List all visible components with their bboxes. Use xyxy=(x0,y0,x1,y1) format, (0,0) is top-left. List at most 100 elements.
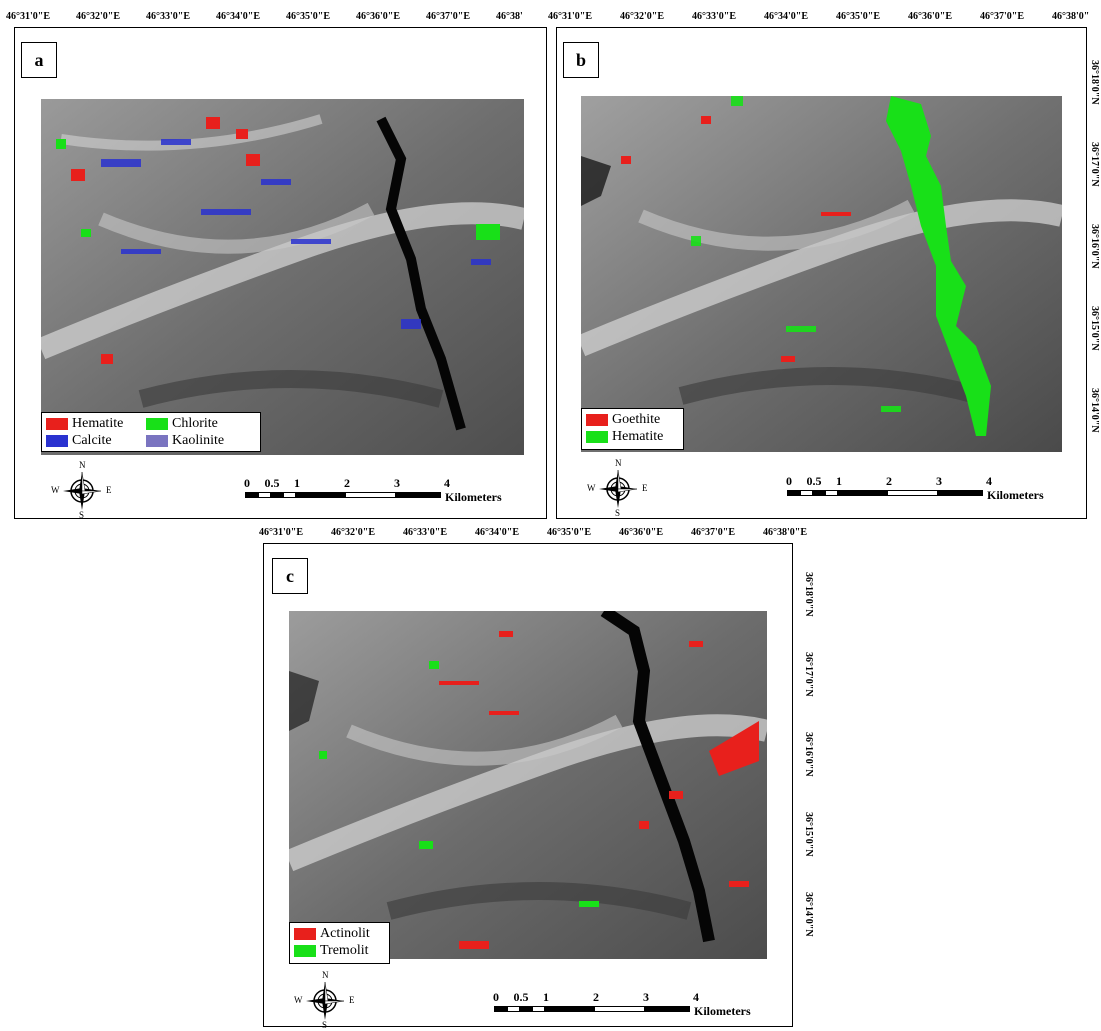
scale-bar-graphic xyxy=(787,490,983,496)
latitude-label: 36°16'0"N xyxy=(1089,224,1100,269)
legend-label: Kaolinite xyxy=(172,433,225,448)
legend-label: Tremolit xyxy=(320,943,369,958)
compass-north-label: N xyxy=(322,970,329,980)
latitude-label: 36°17'0"N xyxy=(803,652,814,697)
longitude-label: 46°34'0"E xyxy=(764,11,808,22)
longitude-label: 46°38'0" xyxy=(1052,11,1090,22)
legend-item: Calcite xyxy=(46,432,146,449)
scale-tick-label: 3 xyxy=(643,990,649,1004)
compass-east-label: E xyxy=(106,485,112,495)
scale-tick-label: 1 xyxy=(294,476,300,490)
longitude-label: 46°33'0"E xyxy=(403,527,447,538)
longitude-label: 46°33'0"E xyxy=(692,11,736,22)
scale-unit-label: Kilometers xyxy=(694,1004,751,1018)
compass-south-label: S xyxy=(322,1020,328,1030)
satellite-image xyxy=(41,99,524,455)
longitude-label: 46°37'0"E xyxy=(980,11,1024,22)
scale-tick-label: 1 xyxy=(543,990,549,1004)
panel-label: c xyxy=(272,558,308,594)
legend-label: Goethite xyxy=(612,412,661,427)
longitude-label: 46°32'0"E xyxy=(620,11,664,22)
latitude-label: 36°14'0"N xyxy=(803,892,814,937)
longitude-label: 46°34'0"E xyxy=(475,527,519,538)
longitude-label: 46°32'0"E xyxy=(76,11,120,22)
satellite-image xyxy=(581,96,1062,452)
legend-item: Goethite xyxy=(586,411,679,428)
legend: Actinolit Tremolit xyxy=(289,922,390,964)
legend-label: Calcite xyxy=(72,433,112,448)
scale-tick-label: 0.5 xyxy=(264,476,280,490)
scale-unit-label: Kilometers xyxy=(445,490,502,504)
scale-segment xyxy=(888,491,937,495)
map-panel-b: b Goethite xyxy=(556,27,1087,519)
legend: Hematite Chlorite Calcite Kaolinite xyxy=(41,412,261,452)
scale-bar: 0 0.5 1 2 3 4 Kilometers xyxy=(493,990,774,1018)
latitude-label: 36°18'0"N xyxy=(803,572,814,617)
scale-tick-label: 0.5 xyxy=(806,474,822,488)
panel-label: b xyxy=(563,42,599,78)
legend-swatch xyxy=(146,417,168,430)
latitude-label: 36°15'0"N xyxy=(1089,306,1100,351)
legend-swatch xyxy=(294,944,316,957)
north-arrow-icon: N S W E xyxy=(587,458,648,518)
scale-bar: 0 0.5 1 2 3 4 Kilometers xyxy=(244,476,525,504)
latitude-label: 36°16'0"N xyxy=(803,732,814,777)
north-arrow-icon: N S W E xyxy=(294,970,355,1030)
legend-label: Hematite xyxy=(72,416,124,431)
scale-tick-label: 2 xyxy=(886,474,892,488)
longitude-label: 46°33'0"E xyxy=(146,11,190,22)
scale-unit-label: Kilometers xyxy=(987,488,1044,502)
compass-rose-icon xyxy=(63,471,102,510)
longitude-label: 46°38'0"E xyxy=(763,527,807,538)
compass-north-label: N xyxy=(615,458,622,468)
scale-segment xyxy=(801,491,812,495)
scale-bar-graphic xyxy=(494,1006,690,1012)
compass-west-label: W xyxy=(294,995,303,1005)
scale-segment xyxy=(284,493,295,497)
latitude-label: 36°15'0"N xyxy=(803,812,814,857)
scale-tick-label: 0.5 xyxy=(513,990,529,1004)
scale-bar: 0 0.5 1 2 3 4 Kilometers xyxy=(786,474,1067,502)
longitude-label: 46°36'0"E xyxy=(619,527,663,538)
legend-item: Hematite xyxy=(586,428,679,445)
legend-item: Actinolit xyxy=(294,925,385,942)
legend-swatch xyxy=(146,434,168,447)
scale-tick-label: 2 xyxy=(593,990,599,1004)
longitude-label: 46°35'0"E xyxy=(836,11,880,22)
panel-label: a xyxy=(21,42,57,78)
longitude-label: 46°34'0"E xyxy=(216,11,260,22)
scale-tick-label: 4 xyxy=(444,476,450,490)
longitude-label: 46°37'0"E xyxy=(691,527,735,538)
scale-segment xyxy=(826,491,837,495)
scale-tick-label: 0 xyxy=(786,474,792,488)
legend-item: Hematite xyxy=(46,415,146,432)
longitude-label: 46°32'0"E xyxy=(331,527,375,538)
compass-south-label: S xyxy=(79,510,85,520)
legend-swatch xyxy=(46,417,68,430)
latitude-label: 36°14'0"N xyxy=(1089,388,1100,433)
latitude-label: 36°18'0"N xyxy=(1089,60,1100,105)
latitude-label: 36°17'0"N xyxy=(1089,142,1100,187)
compass-rose-icon xyxy=(599,469,638,508)
scale-bar-graphic xyxy=(245,492,441,498)
map-panel-c: c xyxy=(263,543,793,1030)
scale-tick-label: 4 xyxy=(986,474,992,488)
legend-item: Chlorite xyxy=(146,415,256,432)
scale-tick-label: 3 xyxy=(936,474,942,488)
compass-west-label: W xyxy=(587,483,596,493)
scale-segment xyxy=(533,1007,544,1011)
compass-east-label: E xyxy=(349,995,355,1005)
longitude-label: 46°35'0"E xyxy=(547,527,591,538)
longitude-label: 46°36'0"E xyxy=(356,11,400,22)
legend-label: Chlorite xyxy=(172,416,218,431)
longitude-label: 46°31'0"E xyxy=(6,11,50,22)
compass-east-label: E xyxy=(642,483,648,493)
legend-item: Tremolit xyxy=(294,942,385,959)
legend-item: Kaolinite xyxy=(146,432,256,449)
legend-swatch xyxy=(46,434,68,447)
longitude-label: 46°38' xyxy=(496,11,523,22)
compass-north-label: N xyxy=(79,460,86,470)
longitude-label: 46°31'0"E xyxy=(548,11,592,22)
longitude-label: 46°36'0"E xyxy=(908,11,952,22)
scale-tick-label: 0 xyxy=(244,476,250,490)
